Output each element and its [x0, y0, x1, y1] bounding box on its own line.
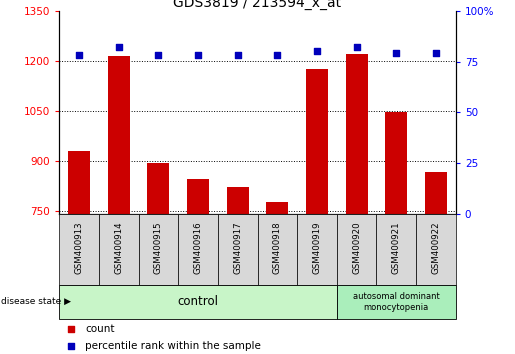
Bar — [139, 214, 178, 285]
Bar — [337, 214, 376, 285]
Bar — [218, 214, 258, 285]
Text: GSM400917: GSM400917 — [233, 222, 242, 274]
Point — [313, 48, 321, 54]
Bar — [337, 285, 456, 319]
Text: count: count — [85, 324, 114, 333]
Bar — [59, 214, 99, 285]
Point — [392, 51, 401, 56]
Text: GSM400916: GSM400916 — [194, 222, 202, 274]
Bar — [178, 214, 218, 285]
Text: GSM400921: GSM400921 — [392, 222, 401, 274]
Text: percentile rank within the sample: percentile rank within the sample — [85, 341, 261, 351]
Text: GSM400914: GSM400914 — [114, 222, 123, 274]
Point — [114, 44, 123, 50]
Text: GSM400918: GSM400918 — [273, 222, 282, 274]
Bar — [297, 214, 337, 285]
Bar — [187, 179, 209, 214]
Point — [273, 53, 281, 58]
Point — [234, 53, 242, 58]
Title: GDS3819 / 213594_x_at: GDS3819 / 213594_x_at — [174, 0, 341, 10]
Bar — [68, 151, 90, 214]
Bar — [227, 188, 249, 214]
Bar — [376, 214, 416, 285]
Bar — [108, 56, 130, 214]
Point — [154, 53, 163, 58]
Text: GSM400915: GSM400915 — [154, 222, 163, 274]
Text: GSM400922: GSM400922 — [432, 222, 440, 274]
Text: GSM400920: GSM400920 — [352, 222, 361, 274]
Point — [194, 53, 202, 58]
Bar — [346, 54, 368, 214]
Text: control: control — [178, 295, 218, 308]
Bar — [416, 214, 456, 285]
Text: disease state ▶: disease state ▶ — [1, 297, 71, 306]
Bar — [306, 69, 328, 214]
Text: GSM400919: GSM400919 — [313, 222, 321, 274]
Bar — [425, 172, 447, 214]
Text: GSM400913: GSM400913 — [75, 222, 83, 274]
Bar — [266, 202, 288, 214]
Point — [352, 44, 360, 50]
Text: autosomal dominant
monocytopenia: autosomal dominant monocytopenia — [353, 292, 440, 312]
Point — [432, 51, 440, 56]
Point — [67, 326, 75, 331]
Bar — [147, 163, 169, 214]
Bar — [59, 285, 337, 319]
Point — [67, 343, 75, 349]
Point — [75, 53, 83, 58]
Bar — [385, 113, 407, 214]
Bar — [99, 214, 139, 285]
Bar — [258, 214, 297, 285]
